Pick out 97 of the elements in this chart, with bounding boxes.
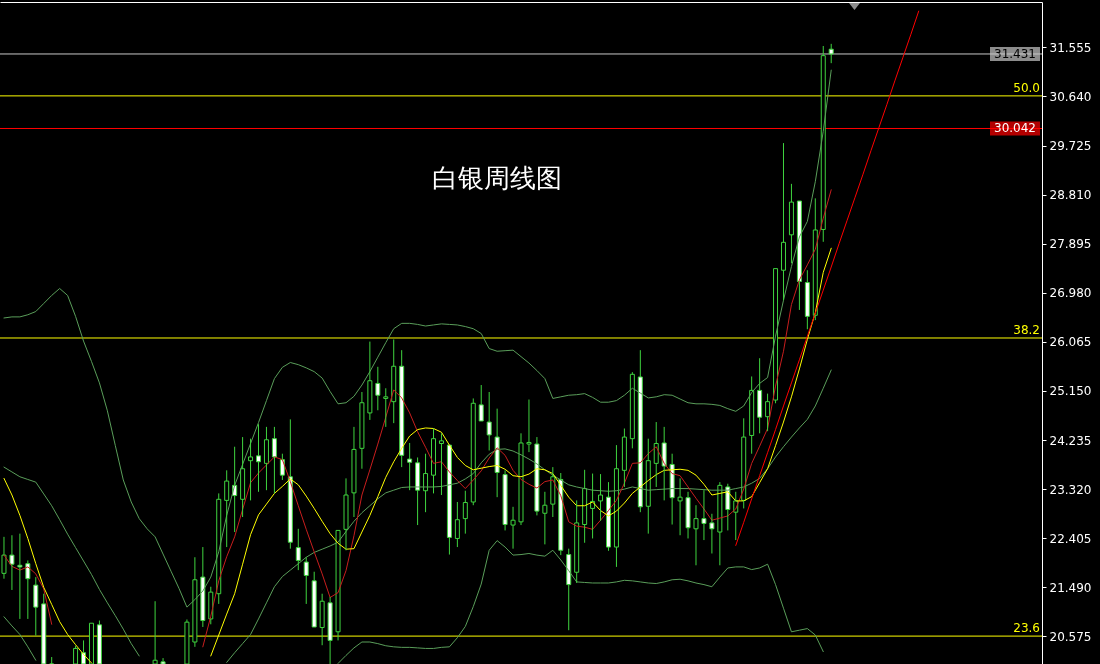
candlestick bbox=[693, 504, 699, 566]
y-tick-label: 30.640 bbox=[1049, 89, 1092, 104]
candlestick bbox=[415, 456, 421, 526]
candlestick bbox=[582, 469, 588, 544]
candlestick bbox=[621, 427, 627, 488]
y-tick-label: 31.555 bbox=[1049, 40, 1092, 55]
candlestick bbox=[804, 269, 810, 330]
candlestick bbox=[709, 513, 715, 554]
y-tick-label: 29.725 bbox=[1049, 139, 1092, 153]
y-tick-label: 23.320 bbox=[1049, 482, 1092, 497]
candlestick bbox=[311, 571, 317, 628]
candlestick bbox=[828, 43, 834, 64]
candlestick bbox=[788, 183, 794, 264]
candlestick bbox=[550, 466, 556, 518]
candlestick bbox=[598, 473, 604, 522]
candlestick bbox=[96, 620, 102, 664]
candlestick bbox=[470, 397, 476, 506]
candlestick bbox=[542, 491, 548, 545]
candlestick bbox=[780, 142, 786, 301]
candlestick bbox=[25, 559, 31, 620]
y-tick-label: 21.490 bbox=[1049, 580, 1092, 595]
y-tick-label: 28.810 bbox=[1049, 188, 1092, 203]
candlestick bbox=[399, 349, 405, 468]
candlestick bbox=[343, 477, 349, 551]
candlestick bbox=[773, 268, 779, 404]
candlestick bbox=[574, 499, 580, 584]
candlestick bbox=[566, 548, 572, 631]
annotation: 23.6 bbox=[1013, 621, 1040, 636]
candlestick bbox=[685, 491, 691, 539]
y-tick-label: 25.150 bbox=[1049, 384, 1092, 399]
annotation: 38.2 bbox=[1013, 322, 1040, 337]
candlestick bbox=[263, 426, 269, 491]
y-tick-label: 20.575 bbox=[1049, 629, 1092, 644]
candlestick bbox=[224, 469, 230, 548]
candlestick bbox=[256, 423, 262, 493]
ref-line-label: 30.042 bbox=[994, 121, 1036, 136]
candlestick bbox=[606, 481, 611, 552]
candlestick bbox=[160, 657, 166, 664]
candlestick bbox=[486, 391, 492, 451]
y-tick-label: 26.065 bbox=[1049, 335, 1092, 350]
candlestick bbox=[613, 444, 619, 568]
candlestick bbox=[319, 593, 325, 646]
candlestick bbox=[375, 366, 381, 411]
candlestick bbox=[534, 436, 540, 516]
y-tick-label: 26.980 bbox=[1049, 286, 1092, 301]
candlestick bbox=[677, 477, 683, 536]
candlestick bbox=[287, 418, 293, 550]
candlestick bbox=[526, 399, 532, 453]
candlestick bbox=[327, 596, 333, 664]
text: 白银周线图 bbox=[432, 163, 562, 193]
candlestick bbox=[335, 529, 341, 641]
candlestick bbox=[462, 490, 468, 535]
candlestick bbox=[17, 533, 23, 620]
candlestick bbox=[669, 453, 675, 526]
candlestick bbox=[303, 556, 309, 605]
candlestick bbox=[240, 436, 246, 518]
candlestick bbox=[438, 432, 444, 496]
candlestick bbox=[391, 338, 397, 424]
candlestick bbox=[637, 349, 643, 513]
candlestick bbox=[518, 432, 524, 526]
candlestick bbox=[820, 45, 826, 243]
candlestick bbox=[367, 341, 373, 421]
candlestick bbox=[749, 375, 755, 455]
candlestick bbox=[645, 438, 651, 535]
y-tick-label: 27.895 bbox=[1049, 237, 1092, 252]
candlestick bbox=[494, 408, 500, 498]
candlestick bbox=[765, 393, 771, 432]
candlestick bbox=[478, 384, 484, 422]
candlestick bbox=[41, 593, 47, 664]
candlestick bbox=[454, 501, 460, 548]
candlestick bbox=[717, 481, 723, 566]
candlestick bbox=[701, 489, 707, 541]
candlestick bbox=[431, 427, 436, 494]
candlestick bbox=[295, 528, 301, 571]
candlestick bbox=[248, 438, 254, 501]
candlestick bbox=[383, 387, 389, 428]
candlestick bbox=[446, 444, 452, 556]
candlestick bbox=[661, 426, 667, 501]
candlestick bbox=[502, 469, 508, 531]
annotation: 50.0 bbox=[1013, 80, 1040, 95]
candlestick bbox=[796, 200, 802, 311]
candlestick bbox=[200, 546, 206, 628]
candlestick bbox=[757, 357, 763, 434]
line-series bbox=[3, 69, 832, 608]
candlestick bbox=[9, 534, 15, 591]
candlestick bbox=[192, 556, 198, 648]
candlestick bbox=[741, 417, 747, 509]
candlestick bbox=[351, 426, 357, 518]
y-tick-label: 22.405 bbox=[1049, 531, 1092, 546]
candlestick bbox=[359, 391, 365, 470]
candlestick bbox=[271, 426, 277, 494]
candlestick bbox=[33, 576, 39, 637]
candlestick bbox=[510, 506, 516, 550]
candlestick bbox=[407, 442, 413, 491]
ref-line-label: 31.431 bbox=[994, 46, 1036, 61]
candlestick bbox=[629, 371, 635, 449]
y-tick-label: 24.235 bbox=[1049, 433, 1092, 448]
